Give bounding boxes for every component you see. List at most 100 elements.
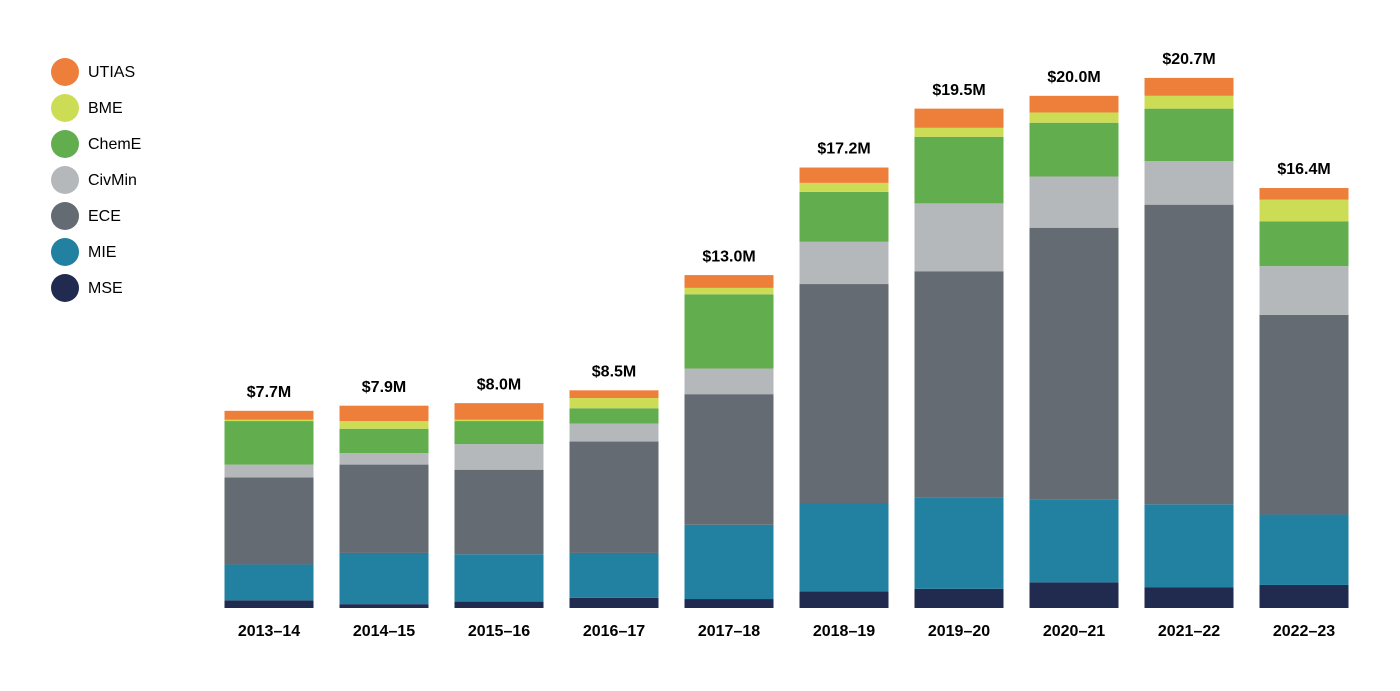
bar-segment	[914, 588, 1004, 608]
bar-segment	[1259, 188, 1349, 200]
legend-swatch	[51, 274, 79, 302]
x-tick-label: 2020–21	[1043, 623, 1105, 640]
bar-segment	[1144, 161, 1234, 205]
bar-segment	[454, 421, 544, 445]
bar-segment	[1259, 266, 1349, 315]
total-label: $20.7M	[1162, 51, 1215, 68]
bar-segment	[914, 136, 1004, 204]
legend-swatch	[51, 166, 79, 194]
bar-segment	[684, 394, 774, 525]
bar-segment	[799, 182, 889, 192]
bar-segment	[1029, 95, 1119, 113]
bar-segment	[1259, 514, 1349, 585]
total-label: $13.0M	[702, 248, 755, 265]
total-label: $7.9M	[362, 379, 406, 396]
bar-segment	[914, 203, 1004, 272]
legend-swatch	[51, 94, 79, 122]
legend-label: UTIAS	[88, 64, 135, 81]
bar-segment	[799, 591, 889, 608]
bar-segment	[1144, 77, 1234, 96]
bar-segment	[339, 428, 429, 454]
bar-segment	[224, 600, 314, 608]
bar-segment	[454, 554, 544, 602]
bar-segment	[224, 464, 314, 478]
bar-segment	[569, 408, 659, 424]
bar-segment	[1029, 112, 1119, 123]
bar-segment	[569, 390, 659, 399]
bar-segment	[454, 601, 544, 608]
bar-segment	[224, 477, 314, 565]
bar-segment	[569, 423, 659, 442]
x-tick-label: 2021–22	[1158, 623, 1220, 640]
legend-label: BME	[88, 100, 123, 117]
bar-segment	[339, 405, 429, 422]
bar-segment	[339, 604, 429, 608]
bar-segment	[684, 275, 774, 288]
bar-segment	[914, 497, 1004, 589]
x-tick-label: 2014–15	[353, 623, 415, 640]
bar-segment	[1029, 582, 1119, 608]
x-tick-label: 2016–17	[583, 623, 645, 640]
bar-segment	[339, 464, 429, 553]
bar-segment	[684, 524, 774, 600]
bar-segment	[1259, 314, 1349, 515]
bar-segment	[914, 127, 1004, 137]
bar-segment	[1144, 108, 1234, 162]
bar-segment	[1144, 587, 1234, 608]
bar-segment	[1259, 221, 1349, 267]
bar-segment	[684, 287, 774, 295]
legend-swatch	[51, 202, 79, 230]
bar-segment	[914, 108, 1004, 128]
bar-segment	[799, 167, 889, 183]
bar-segment	[1259, 584, 1349, 608]
bar-segment	[224, 419, 314, 422]
bar-segment	[339, 421, 429, 429]
total-label: $20.0M	[1047, 69, 1100, 86]
bar-segment	[569, 441, 659, 553]
x-tick-label: 2018–19	[813, 623, 875, 640]
bar-segment	[1144, 204, 1234, 505]
bar-segment	[454, 419, 544, 422]
legend-label: ECE	[88, 208, 121, 225]
total-label: $8.5M	[592, 364, 636, 381]
legend-label: MIE	[88, 244, 116, 261]
total-label: $16.4M	[1277, 161, 1330, 178]
legend-label: CivMin	[88, 172, 137, 189]
bar-segment	[569, 552, 659, 598]
bar-segment	[1259, 199, 1349, 222]
bar-segment	[799, 284, 889, 504]
total-label: $7.7M	[247, 384, 291, 401]
bar-segment	[1144, 504, 1234, 588]
bar-segment	[224, 410, 314, 420]
bar-segment	[1029, 499, 1119, 583]
bar-segment	[799, 503, 889, 592]
bar-segment	[1029, 122, 1119, 177]
x-tick-label: 2022–23	[1273, 623, 1335, 640]
x-tick-label: 2019–20	[928, 623, 990, 640]
bar-segment	[1144, 95, 1234, 109]
bar-segment	[454, 469, 544, 555]
bar-segment	[684, 368, 774, 395]
legend-label: ChemE	[88, 136, 141, 153]
bar-segment	[914, 271, 1004, 498]
bar-segment	[224, 421, 314, 465]
bar-segment	[799, 241, 889, 285]
total-label: $19.5M	[932, 82, 985, 99]
bar-segment	[799, 191, 889, 242]
x-tick-label: 2017–18	[698, 623, 760, 640]
total-label: $8.0M	[477, 376, 521, 393]
legend-swatch	[51, 58, 79, 86]
bar-segment	[454, 444, 544, 470]
bar-segment	[1029, 227, 1119, 500]
legend-swatch	[51, 238, 79, 266]
bar-segment	[569, 597, 659, 608]
bar-segment	[684, 294, 774, 369]
x-tick-label: 2013–14	[238, 623, 300, 640]
legend-swatch	[51, 130, 79, 158]
bar-segment	[339, 453, 429, 465]
bar-segment	[224, 564, 314, 601]
bar-segment	[339, 552, 429, 605]
x-tick-label: 2015–16	[468, 623, 530, 640]
